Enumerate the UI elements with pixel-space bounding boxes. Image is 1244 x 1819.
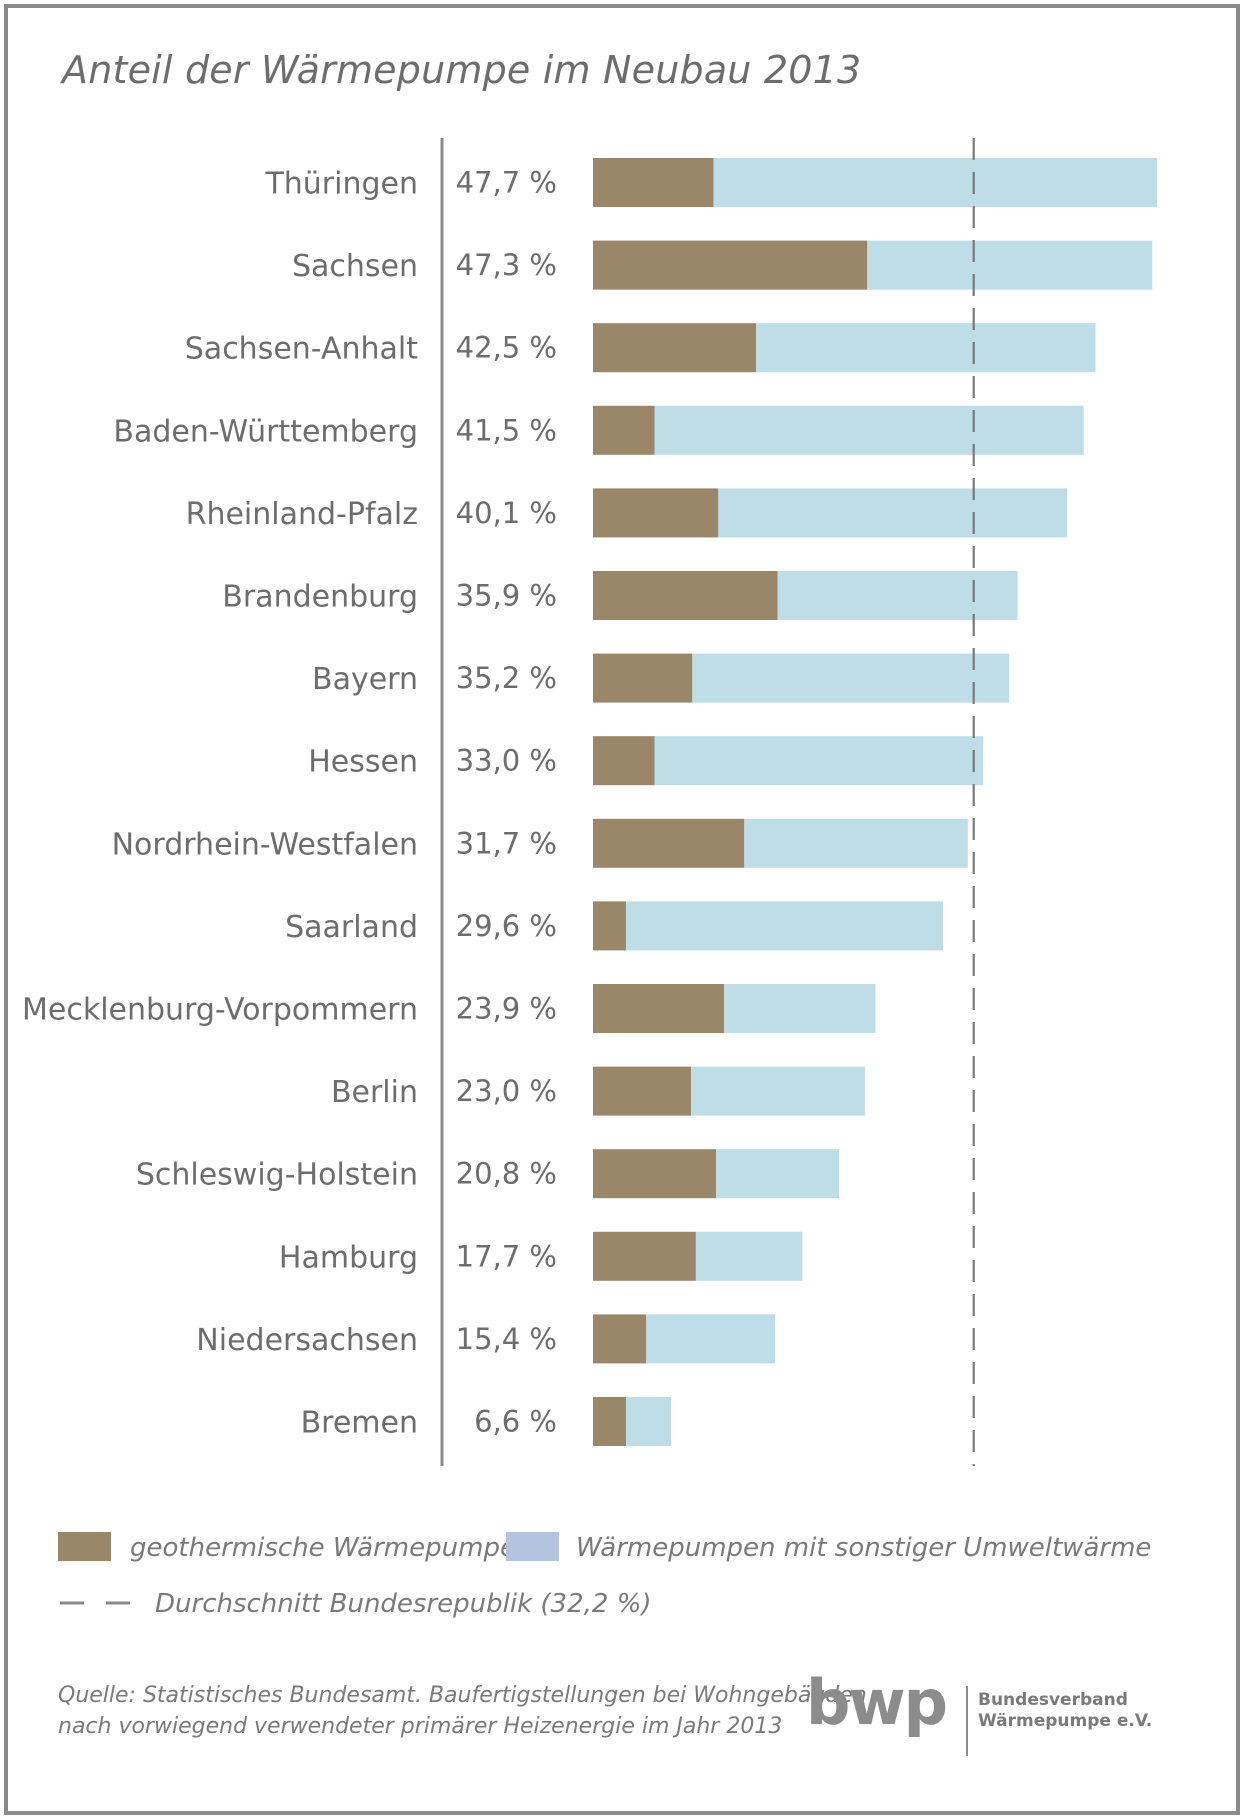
- legend-swatch-environmental: [506, 1532, 559, 1561]
- total-value-label: 6,6 %: [474, 1405, 557, 1439]
- legend-label-environmental: Wärmepumpen mit sonstiger Umweltwärme: [576, 1533, 1151, 1563]
- total-value-label: 47,7 %: [456, 166, 557, 200]
- total-value-label: 42,5 %: [456, 331, 557, 365]
- logo-separator: [966, 1686, 968, 1756]
- total-value-label: 33,0 %: [456, 744, 557, 778]
- logo-line-1: Bundesverband: [978, 1690, 1128, 1710]
- bar-segment-geothermal: [593, 488, 719, 538]
- bar-segment-environmental: [777, 571, 1018, 620]
- bar-segment-environmental: [654, 736, 984, 786]
- total-value-label: 17,7 %: [456, 1239, 557, 1273]
- bar-segment-environmental: [626, 901, 943, 951]
- category-label: Berlin: [331, 1075, 418, 1110]
- bar-segment-geothermal: [593, 901, 627, 951]
- bar-segment-environmental: [654, 405, 1084, 455]
- bar-segment-geothermal: [593, 158, 714, 207]
- source-line-1: Quelle: Statistisches Bundesamt. Baufert…: [58, 1683, 867, 1708]
- category-label: Bremen: [301, 1406, 418, 1441]
- category-label: Mecklenburg-Vorpommern: [22, 993, 418, 1028]
- bar-segment-geothermal: [593, 323, 757, 373]
- legend-swatch-geothermal: [58, 1532, 111, 1561]
- bar-segment-geothermal: [593, 240, 868, 290]
- total-value-label: 41,5 %: [456, 413, 557, 447]
- category-label: Baden-Württemberg: [113, 414, 418, 449]
- bar-segment-environmental: [724, 984, 876, 1033]
- category-label: Hessen: [308, 745, 418, 780]
- category-label: Hamburg: [279, 1240, 418, 1275]
- bar-segment-geothermal: [593, 653, 693, 703]
- total-value-label: 15,4 %: [456, 1322, 557, 1356]
- total-value-label: 35,9 %: [456, 579, 557, 613]
- logo-line-2: Wärmepumpe e.V.: [978, 1711, 1153, 1731]
- bar-segment-environmental: [867, 240, 1153, 290]
- bwp-wordmark: bwp: [806, 1672, 946, 1738]
- category-label: Niedersachsen: [196, 1323, 418, 1358]
- bar-segment-environmental: [646, 1314, 776, 1364]
- category-label: Bayern: [312, 662, 418, 697]
- bar-segment-environmental: [626, 1397, 671, 1446]
- category-label: Nordrhein-Westfalen: [112, 827, 418, 862]
- total-value-label: 35,2 %: [456, 661, 557, 695]
- bar-segment-geothermal: [593, 1149, 716, 1199]
- total-value-label: 23,0 %: [456, 1074, 557, 1108]
- bar-segment-environmental: [695, 1231, 803, 1281]
- category-label: Schleswig-Holstein: [136, 1158, 418, 1193]
- bar-segment-environmental: [716, 1149, 839, 1199]
- legend: geothermische Wärmepumpen Wärmepumpen mit…: [58, 1532, 1151, 1619]
- labels-layer: Thüringen 47,7 % Sachsen 47,3 % Sachsen-Anha…: [22, 166, 557, 1441]
- logo-text: Bundesverband Wärmepumpe e.V.: [978, 1690, 1152, 1732]
- source-note: Quelle: Statistisches Bundesamt. Baufert…: [58, 1680, 867, 1742]
- total-value-label: 47,3 %: [456, 248, 557, 282]
- category-label: Thüringen: [264, 167, 418, 202]
- bar-segment-environmental: [713, 158, 1157, 207]
- bar-segment-geothermal: [593, 1397, 627, 1446]
- category-label: Saarland: [285, 910, 418, 945]
- bar-segment-geothermal: [593, 405, 655, 455]
- bars-layer: [593, 158, 1157, 1446]
- legend-label-geothermal: geothermische Wärmepumpen: [130, 1533, 532, 1563]
- bar-segment-environmental: [718, 488, 1068, 538]
- source-line-2: nach vorwiegend verwendeter primärer Hei…: [58, 1714, 783, 1739]
- category-label: Sachsen-Anhalt: [185, 332, 418, 367]
- bar-segment-geothermal: [593, 818, 745, 868]
- bar-segment-geothermal: [593, 571, 778, 620]
- category-label: Sachsen: [292, 249, 418, 284]
- bar-segment-geothermal: [593, 984, 725, 1033]
- bar-segment-geothermal: [593, 1314, 647, 1364]
- total-value-label: 40,1 %: [456, 496, 557, 530]
- bar-segment-environmental: [691, 1066, 865, 1116]
- bar-chart: Thüringen 47,7 % Sachsen 47,3 % Sachsen-Anha…: [22, 138, 1157, 1619]
- legend-label-average: Durchschnitt Bundesrepublik (32,2 %): [155, 1589, 652, 1619]
- total-value-label: 23,9 %: [456, 992, 557, 1026]
- bar-segment-geothermal: [593, 736, 655, 786]
- bwp-logo-mark: bwp: [806, 1672, 948, 1738]
- chart-title: Anteil der Wärmepumpe im Neubau 2013: [62, 48, 862, 92]
- total-value-label: 20,8 %: [456, 1157, 557, 1191]
- category-label: Brandenburg: [222, 580, 418, 615]
- category-label: Rheinland-Pfalz: [186, 497, 418, 532]
- bar-segment-environmental: [756, 323, 1096, 373]
- bar-segment-geothermal: [593, 1066, 692, 1116]
- total-value-label: 29,6 %: [456, 909, 557, 943]
- bar-segment-geothermal: [593, 1231, 696, 1281]
- bar-segment-environmental: [744, 818, 968, 868]
- total-value-label: 31,7 %: [456, 826, 557, 860]
- bar-segment-environmental: [692, 653, 1010, 703]
